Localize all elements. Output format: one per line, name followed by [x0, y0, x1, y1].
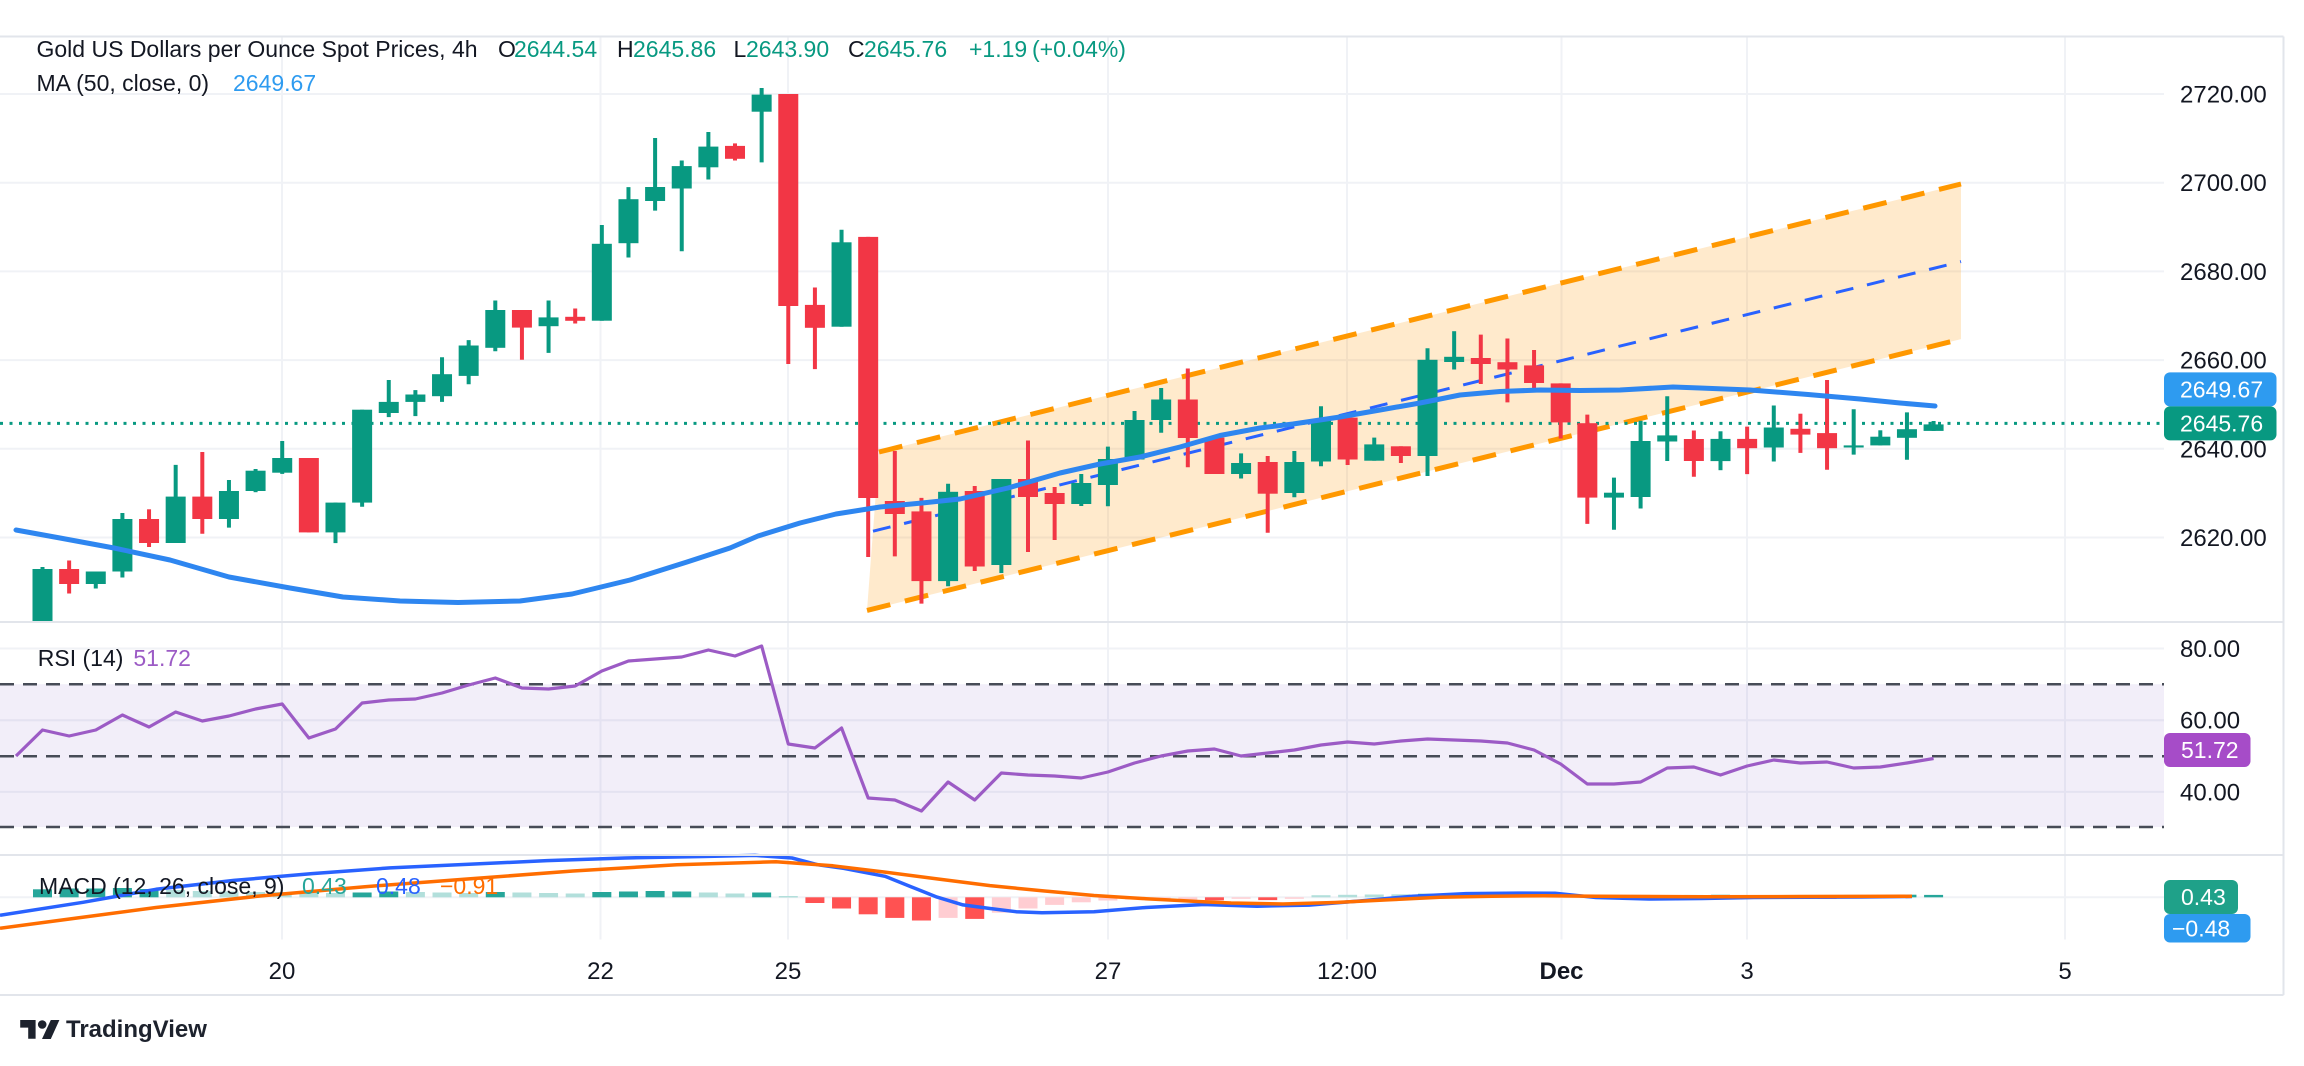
svg-text:−0.48: −0.48: [2172, 915, 2230, 941]
svg-text:25: 25: [775, 958, 802, 985]
svg-text:2649.67: 2649.67: [2180, 376, 2263, 402]
svg-text:40.00: 40.00: [2180, 779, 2240, 806]
svg-text:L: L: [734, 36, 747, 62]
svg-text:80.00: 80.00: [2180, 636, 2240, 663]
svg-text:5: 5: [2058, 958, 2071, 985]
svg-text:27: 27: [1095, 958, 1122, 985]
svg-text:2640.00: 2640.00: [2180, 436, 2267, 463]
svg-text:RSI (14): RSI (14): [38, 645, 124, 671]
svg-text:2645.76: 2645.76: [2180, 410, 2263, 436]
svg-text:2644.54: 2644.54: [514, 36, 597, 62]
svg-text:2649.67: 2649.67: [233, 70, 316, 96]
svg-text:3: 3: [1740, 958, 1753, 985]
svg-text:22: 22: [587, 958, 614, 985]
svg-text:60.00: 60.00: [2180, 708, 2240, 735]
svg-text:2700.00: 2700.00: [2180, 170, 2267, 197]
svg-text:2620.00: 2620.00: [2180, 525, 2267, 552]
svg-text:0.48: 0.48: [376, 873, 421, 899]
svg-text:20: 20: [269, 958, 296, 985]
svg-text:Dec: Dec: [1539, 958, 1583, 985]
svg-text:12:00: 12:00: [1317, 958, 1377, 985]
svg-text:2720.00: 2720.00: [2180, 82, 2267, 109]
svg-text:C: C: [848, 36, 865, 62]
svg-text:2660.00: 2660.00: [2180, 348, 2267, 375]
svg-text:H: H: [617, 36, 634, 62]
svg-text:0.43: 0.43: [302, 873, 347, 899]
svg-text:2645.86: 2645.86: [633, 36, 716, 62]
svg-text:2645.76: 2645.76: [864, 36, 947, 62]
svg-text:(+0.04%): (+0.04%): [1032, 36, 1126, 62]
svg-text:51.72: 51.72: [2181, 737, 2239, 763]
svg-text:MA (50, close, 0): MA (50, close, 0): [37, 70, 210, 96]
svg-text:TradingView: TradingView: [66, 1016, 207, 1043]
svg-text:O: O: [498, 36, 516, 62]
svg-text:2643.90: 2643.90: [746, 36, 829, 62]
svg-text:Gold US Dollars per Ounce Spot: Gold US Dollars per Ounce Spot Prices, 4…: [37, 36, 478, 62]
svg-text:−0.91: −0.91: [440, 873, 498, 899]
svg-text:2680.00: 2680.00: [2180, 259, 2267, 286]
svg-text:+1.19: +1.19: [969, 36, 1027, 62]
svg-text:MACD (12, 26, close, 9): MACD (12, 26, close, 9): [39, 873, 284, 899]
svg-text:51.72: 51.72: [133, 645, 191, 671]
svg-text:0.43: 0.43: [2181, 884, 2226, 910]
